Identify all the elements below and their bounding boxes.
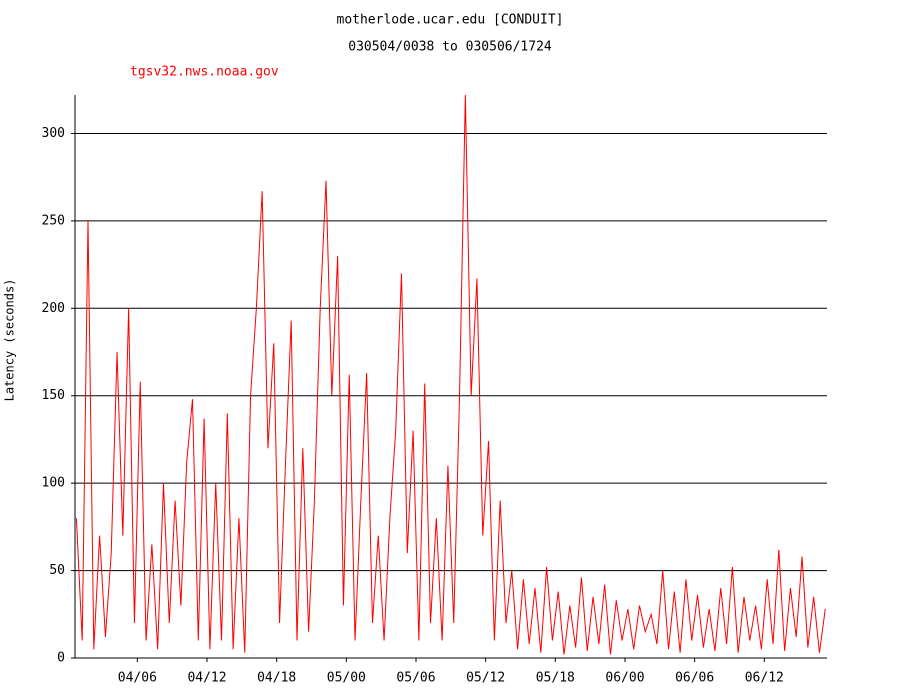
y-tick-label: 0: [57, 651, 65, 666]
y-tick-label: 150: [42, 388, 65, 403]
y-axis-label: Latency (seconds): [3, 279, 17, 402]
chart-title: motherlode.ucar.edu [CONDUIT]: [337, 13, 564, 28]
x-tick-label: 05/00: [327, 671, 366, 686]
chart-subtitle: 030504/0038 to 030506/1724: [348, 40, 552, 55]
latency-line: [75, 94, 826, 655]
x-tick-label: 04/06: [118, 671, 157, 686]
x-tick-label: 06/00: [605, 671, 644, 686]
x-tick-label: 05/06: [396, 671, 435, 686]
y-tick-label: 300: [42, 126, 65, 141]
series-label: tgsv32.nws.noaa.gov: [130, 65, 279, 80]
x-tick-label: 05/18: [536, 671, 575, 686]
y-tick-label: 250: [42, 213, 65, 228]
x-tick-label: 06/06: [675, 671, 714, 686]
x-tick-label: 04/18: [257, 671, 296, 686]
x-tick-label: 04/12: [187, 671, 226, 686]
x-tick-label: 06/12: [745, 671, 784, 686]
y-tick-label: 50: [49, 563, 65, 578]
y-tick-label: 100: [42, 476, 65, 491]
x-tick-label: 05/12: [466, 671, 505, 686]
y-tick-label: 200: [42, 301, 65, 316]
